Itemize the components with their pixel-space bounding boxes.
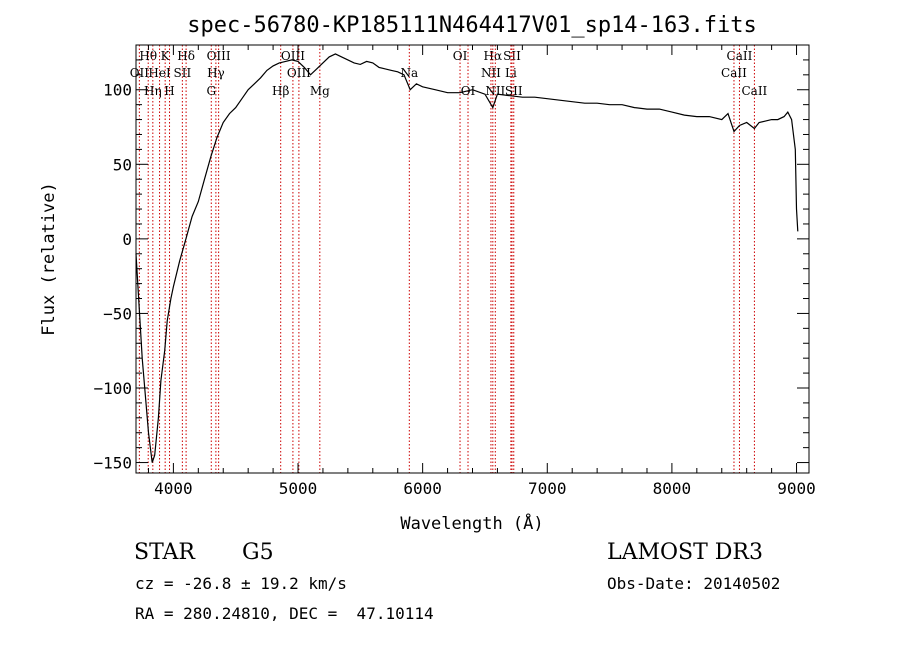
spectral-line-label: SII — [503, 49, 521, 63]
object-class: STAR — [134, 540, 195, 565]
y-tick-label: −50 — [103, 304, 132, 323]
spectral-line-label: Hβ — [272, 84, 289, 98]
spectral-line-label: K — [161, 49, 171, 63]
y-tick-label: −100 — [93, 379, 132, 398]
spectral-line-label: Hδ — [177, 49, 195, 63]
spectral-line-label: OIII — [287, 66, 311, 80]
spectral-line-label: HeI — [148, 66, 171, 80]
redshift-velocity: cz = -26.8 ± 19.2 km/s — [135, 574, 347, 593]
spectral-line-label: Hα — [484, 49, 503, 63]
spectral-line-label: Mg — [310, 84, 330, 98]
chart-title: spec-56780-KP185111N464417V01_sp14-163.f… — [187, 13, 757, 38]
spectral-line-label: CaII — [727, 49, 753, 63]
spectral-line-label: OIII — [207, 49, 231, 63]
spectral-line-label: CaII — [741, 84, 767, 98]
spectral-line-label: H — [164, 84, 174, 98]
spectral-line-label: SII — [505, 84, 523, 98]
ra-dec-coordinates: RA = 280.24810, DEC = 47.10114 — [135, 604, 434, 623]
y-tick-label: 50 — [113, 155, 132, 174]
x-tick-label: 6000 — [403, 479, 442, 498]
y-tick-label: 100 — [103, 81, 132, 100]
x-tick-label: 4000 — [154, 479, 193, 498]
y-tick-label: 0 — [122, 230, 132, 249]
object-subclass: G5 — [242, 540, 274, 565]
y-tick-label: −150 — [93, 454, 132, 473]
spectral-line-label: Hθ — [139, 49, 157, 63]
spectral-line-label: G — [206, 84, 216, 98]
x-tick-label: 8000 — [653, 479, 692, 498]
spectral-line-label: OII — [130, 66, 150, 80]
spectral-line-label: Hγ — [207, 66, 225, 80]
axis-ticks-layer: 4000 5000 6000 7000 8000 9000 −150 −100 −50 0 50 10… — [93, 45, 816, 498]
spectral-line-label: OI — [453, 49, 468, 63]
spectral-line-label: Hη — [144, 84, 162, 98]
spectral-line-label: CaII — [721, 66, 747, 80]
spectral-line-label: SII — [174, 66, 192, 80]
spectral-line-label: OIII — [281, 49, 305, 63]
y-axis-label: Flux (relative) — [39, 182, 59, 336]
spectral-line-label: Li — [505, 66, 517, 80]
spectral-line-label: Na — [400, 66, 418, 80]
plot-frame — [135, 44, 810, 474]
x-tick-label: 7000 — [528, 479, 567, 498]
x-axis-label: Wavelength (Å) — [400, 512, 543, 534]
survey-name: LAMOST DR3 — [607, 540, 763, 565]
spectrum-series-line — [135, 53, 799, 463]
observation-date: Obs-Date: 20140502 — [607, 574, 781, 593]
spectral-line-label: NII — [481, 66, 501, 80]
x-tick-label: 9000 — [777, 479, 816, 498]
x-tick-label: 5000 — [279, 479, 318, 498]
spectral-line-label: NII — [485, 84, 505, 98]
